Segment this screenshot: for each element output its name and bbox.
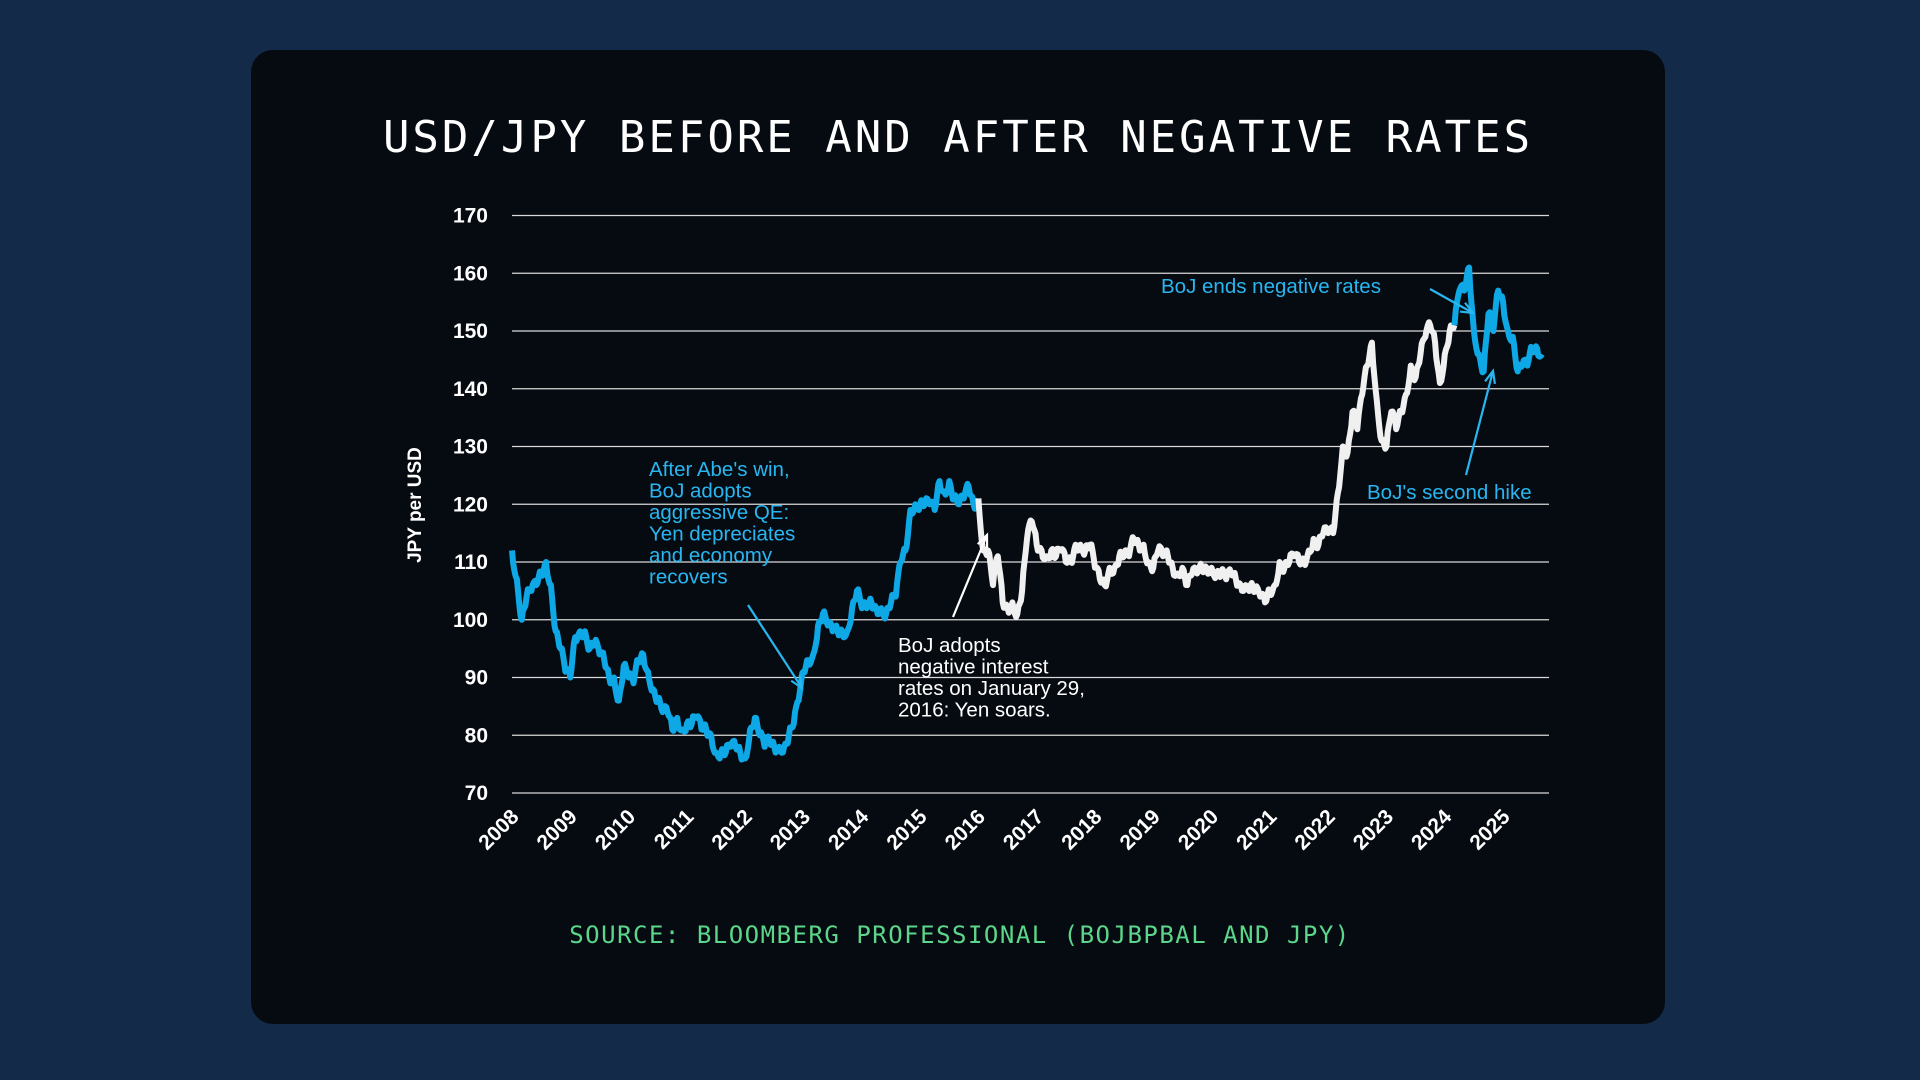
annotation-line: rates on January 29, xyxy=(898,677,1085,700)
arrowhead-icon xyxy=(1484,368,1496,385)
x-tick-label: 2018 xyxy=(1057,805,1107,855)
x-tick-label: 2021 xyxy=(1232,805,1282,855)
series-lines xyxy=(509,264,1545,763)
y-tick-label: 130 xyxy=(453,436,488,459)
y-axis-ticks: 70 80 90 100 110 120 130 140 150 160 170 xyxy=(453,205,488,806)
x-tick-label: 2024 xyxy=(1407,805,1457,855)
arrow-ends xyxy=(1429,288,1474,314)
annotation-arrows xyxy=(747,288,1496,691)
y-tick-label: 80 xyxy=(465,724,488,747)
x-tick-label: 2019 xyxy=(1116,805,1165,854)
annotation-line: BoJ ends negative rates xyxy=(1161,275,1381,298)
annotation-ends: BoJ ends negative rates xyxy=(1161,275,1381,298)
annotation-line: negative interest xyxy=(898,656,1049,679)
arrowhead-icon xyxy=(1459,302,1476,315)
annotation-abe: After Abe's win, BoJ adopts aggressive QE:… xyxy=(649,458,795,589)
annotation-line: After Abe's win, xyxy=(649,458,790,481)
annotation-hike: BoJ's second hike xyxy=(1367,481,1532,504)
annotation-line: 2016: Yen soars. xyxy=(898,699,1051,722)
annotation-line: BoJ's second hike xyxy=(1367,481,1532,504)
y-axis-label: JPY per USD xyxy=(405,447,426,563)
x-tick-label: 2022 xyxy=(1290,805,1339,854)
x-tick-label: 2013 xyxy=(766,805,815,854)
y-tick-label: 170 xyxy=(453,205,488,228)
y-tick-label: 70 xyxy=(465,782,488,805)
x-tick-label: 2012 xyxy=(707,805,756,854)
y-tick-label: 100 xyxy=(453,609,488,632)
y-tick-label: 120 xyxy=(453,493,488,516)
x-tick-label: 2009 xyxy=(533,805,582,854)
annotation-line: aggressive QE: xyxy=(649,501,789,524)
annotation-line: Yen depreciates xyxy=(649,523,795,546)
annotation-line: and economy xyxy=(649,544,773,567)
annotations: After Abe's win, BoJ adopts aggressive QE:… xyxy=(649,275,1532,722)
series-line-segment-2 xyxy=(975,319,1458,621)
y-tick-label: 150 xyxy=(453,320,488,343)
x-tick-label: 2016 xyxy=(941,805,990,854)
y-tick-label: 110 xyxy=(454,551,488,574)
x-tick-label: 2011 xyxy=(650,805,699,854)
arrowhead-icon xyxy=(790,675,804,691)
x-tick-label: 2014 xyxy=(824,805,874,855)
arrowhead-icon xyxy=(976,532,989,549)
annotation-line: BoJ adopts xyxy=(649,480,752,503)
annotation-line: recovers xyxy=(649,566,728,589)
y-tick-label: 160 xyxy=(453,262,488,285)
x-tick-label: 2023 xyxy=(1349,805,1398,854)
series-line-segment-3 xyxy=(1451,264,1545,376)
arrow-hike xyxy=(1464,370,1495,476)
chart-card xyxy=(251,50,1665,1024)
arrow-abe xyxy=(747,604,803,689)
arrow-negative xyxy=(951,534,989,618)
x-axis-ticks: 2008 2009 2010 2011 2012 2013 2014 2015 2016 2017… xyxy=(474,805,1515,855)
annotation-negative: BoJ adopts negative interest rates on Janu… xyxy=(898,634,1085,722)
gridlines xyxy=(512,214,1549,794)
y-tick-label: 90 xyxy=(465,667,488,690)
y-tick-label: 140 xyxy=(453,378,488,401)
x-tick-label: 2025 xyxy=(1465,805,1515,855)
x-tick-label: 2010 xyxy=(591,805,640,854)
source-note: SOURCE: BLOOMBERG PROFESSIONAL (BOJBPBAL… xyxy=(569,921,1351,949)
x-tick-label: 2020 xyxy=(1174,805,1223,854)
x-tick-label: 2017 xyxy=(999,805,1048,854)
annotation-line: BoJ adopts xyxy=(898,634,1001,657)
x-tick-label: 2015 xyxy=(882,805,932,855)
series-line-segment-1 xyxy=(509,478,982,763)
x-tick-label: 2008 xyxy=(474,805,524,855)
chart-title: USD/JPY BEFORE AND AFTER NEGATIVE RATES xyxy=(383,112,1533,163)
